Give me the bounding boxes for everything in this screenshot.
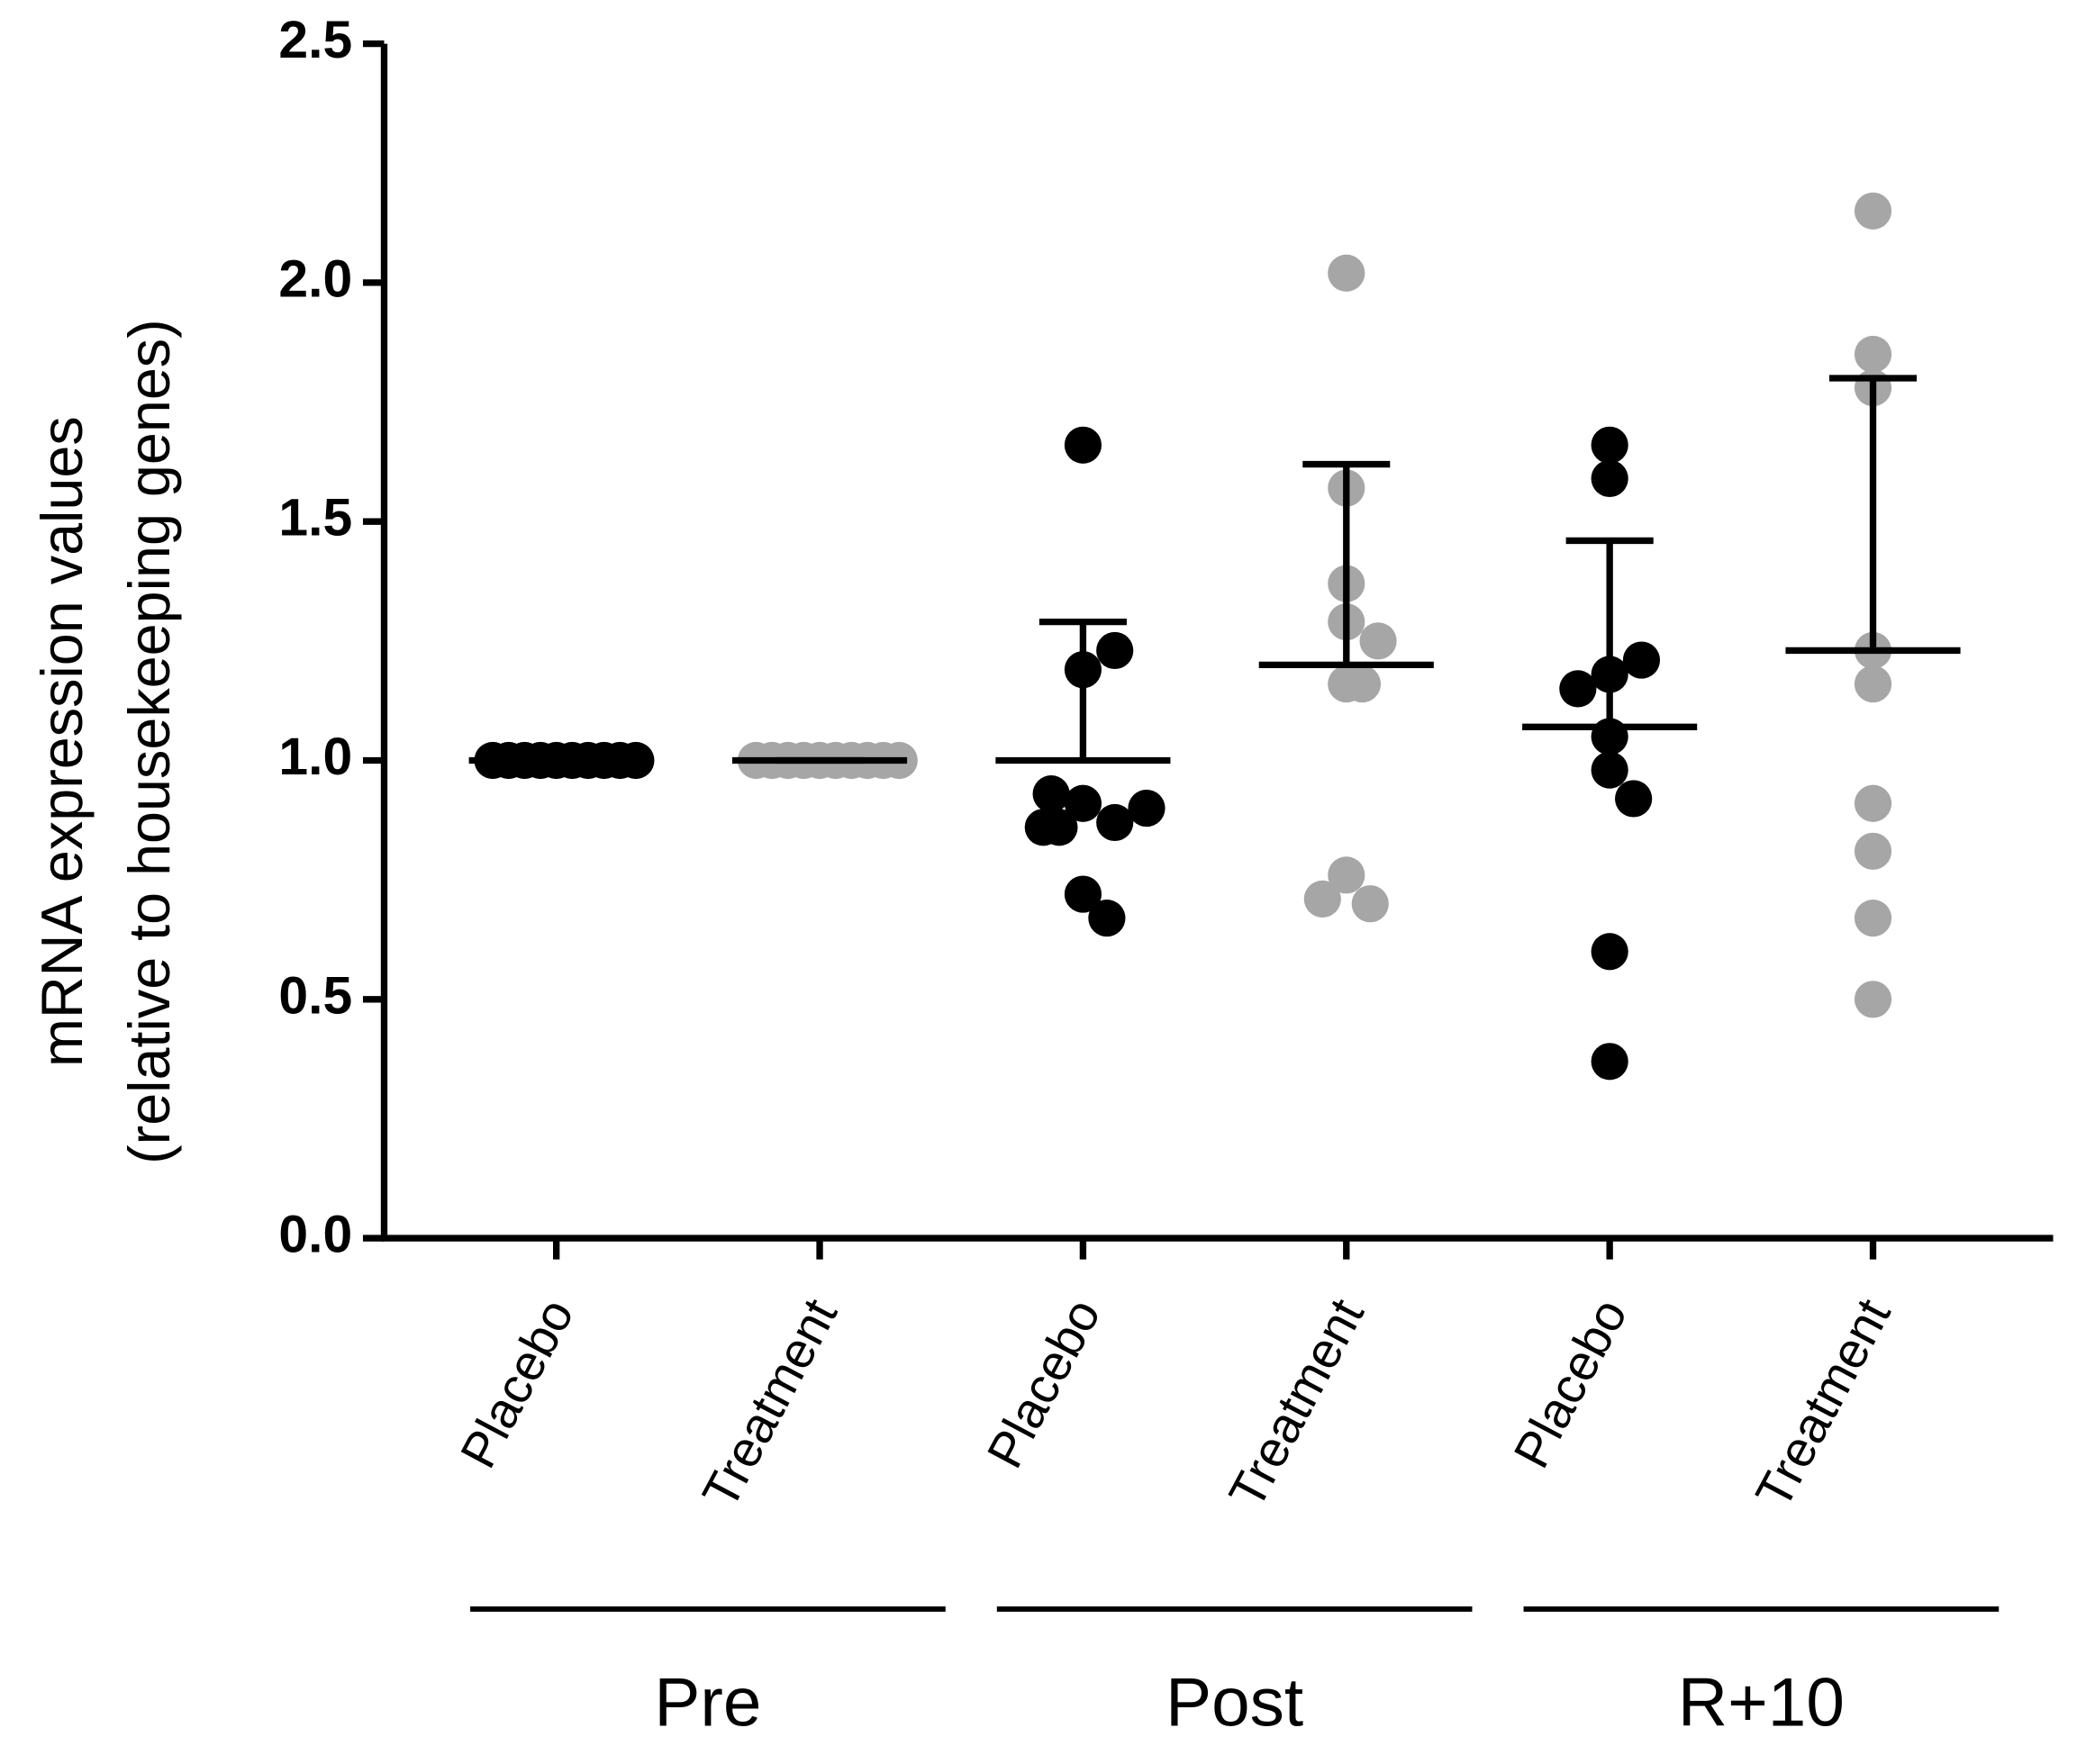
- data-point: [1622, 641, 1661, 679]
- y-tick-label: 0.5: [278, 966, 352, 1025]
- data-point: [1343, 665, 1382, 703]
- data-point: [1854, 900, 1892, 937]
- data-point: [1064, 784, 1102, 822]
- y-tick-label: 2.0: [278, 249, 352, 308]
- data-point: [1591, 1043, 1628, 1081]
- data-point: [1128, 789, 1165, 828]
- data-point: [1615, 780, 1653, 818]
- y-tick-label: 0.0: [278, 1206, 352, 1264]
- x-tick-label: Treatment: [691, 1289, 848, 1517]
- data-point: [1559, 670, 1597, 708]
- data-point: [1064, 875, 1102, 913]
- y-tick-label: 1.0: [278, 728, 352, 786]
- data-point: [1854, 784, 1892, 822]
- data-point: [1854, 665, 1892, 703]
- data-point: [1328, 856, 1365, 894]
- data-point: [1591, 933, 1628, 971]
- data-point: [1096, 803, 1134, 842]
- y-axis-label: mRNA expression values: [29, 416, 95, 1067]
- x-tick-label: Treatment: [1745, 1289, 1901, 1517]
- data-point: [1096, 631, 1134, 670]
- data-point: [1591, 459, 1628, 498]
- data-point: [1854, 832, 1892, 870]
- y-tick-label: 2.5: [278, 11, 352, 69]
- data-point: [1351, 885, 1389, 923]
- data-point: [1854, 981, 1892, 1018]
- data-point: [1328, 254, 1365, 292]
- x-tick-label: Placebo: [449, 1289, 584, 1477]
- data-point: [1591, 751, 1628, 789]
- data-point: [1032, 775, 1070, 813]
- data-point: [1088, 900, 1126, 937]
- data-point: [1024, 809, 1062, 846]
- data-point: [1854, 192, 1892, 230]
- data-point: [1359, 622, 1397, 660]
- y-tick-label: 1.5: [278, 489, 352, 547]
- data-point: [1303, 880, 1341, 918]
- data-point: [1064, 426, 1102, 464]
- x-tick-label: Placebo: [975, 1289, 1111, 1477]
- group-label: Post: [1165, 1664, 1303, 1741]
- data-point: [1854, 335, 1892, 374]
- y-axis-label: (relative to housekeeping genes): [116, 319, 182, 1164]
- x-tick-label: Treatment: [1218, 1289, 1374, 1517]
- group-label: Pre: [654, 1664, 761, 1741]
- x-tick-label: Placebo: [1502, 1289, 1637, 1477]
- group-label: R+10: [1678, 1664, 1845, 1741]
- data-point: [1591, 426, 1628, 464]
